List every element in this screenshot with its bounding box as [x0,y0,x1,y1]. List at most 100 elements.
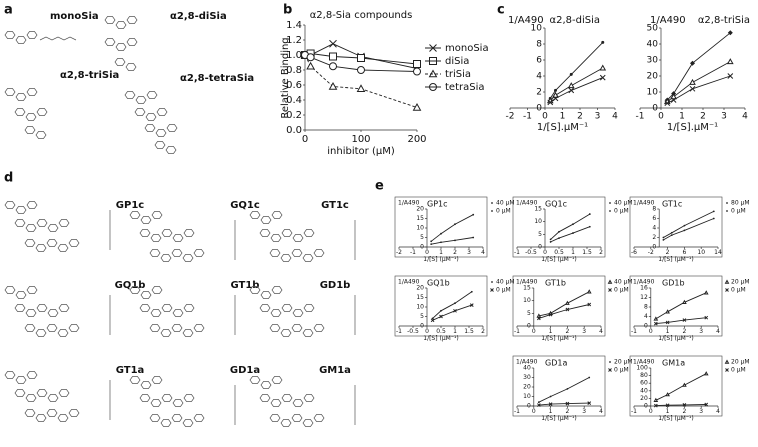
x-tick-label: 2 [682,328,686,335]
x-tick-label: 2 [700,112,706,122]
plot-frame [512,355,606,417]
x-tick-label: -1 [514,328,520,335]
marker [413,67,421,76]
structure-ring [193,414,205,422]
legend-label: 0 μM [496,287,511,294]
marker [357,66,365,74]
x-tick-label: 2 [481,328,485,335]
x-tick-label: 3 [595,112,601,122]
series-line [432,304,472,321]
structure-ring [281,229,293,237]
structure-ring [165,146,177,154]
series-line [666,32,731,101]
marker [454,223,456,226]
structure-ring [15,376,27,384]
x-tick-label: 6 [682,249,686,256]
marker [727,73,734,79]
y-tick-label: 20 [523,384,531,391]
y-axis-label: 1/A490 [633,279,655,286]
x-tick-label: 0 [425,328,429,335]
plot-frame [629,196,723,258]
structure-ring [155,129,167,137]
structure-ring [144,124,156,132]
y-axis-label: 1/A490 [398,279,420,286]
structure-ring [25,309,37,317]
x-tick-label: -1 [514,408,520,415]
structure-ring [313,414,325,422]
marker [440,309,442,312]
x-tick-label: -1 [410,249,416,256]
x-axis-label: 1/[S] (μM⁻¹) [423,256,458,263]
x-tick-label: -1 [636,112,645,122]
marker [547,99,554,106]
structure-ring [68,409,80,417]
chart-title: GT1c [662,200,682,209]
x-axis-label: 1/[S].μM⁻¹ [537,122,588,133]
y-tick-label: 0.0 [286,125,302,136]
structure-ring [259,394,271,402]
structure-ring [134,108,146,116]
x-tick-label: 1 [453,328,457,335]
y-tick-label: 1.4 [286,20,302,31]
x-tick-label: 200 [407,134,426,145]
marker [329,39,337,48]
structure-ring [160,254,172,262]
marker [703,371,709,376]
structure-ring [171,249,183,257]
x-tick-label: 0 [302,134,308,145]
marker [549,241,552,243]
x-tick-label: -1 [631,408,637,415]
x-tick-label: 2 [599,249,603,256]
series-line [655,404,707,407]
structure-ring [313,249,325,257]
x-tick-label: 4 [716,408,720,415]
y-axis-label: 1/A490 [516,279,538,286]
x-tick-label: 0 [532,328,536,335]
x-tick-label: 1 [666,328,670,335]
structure-ring [281,304,293,312]
marker [662,236,665,239]
chart-title: GP1c [427,200,448,209]
structure-ring [57,244,69,252]
marker [588,225,591,228]
marker [609,210,611,212]
structure-ring [172,399,184,407]
structure-ring [303,304,315,312]
y-tick-label: 15 [416,215,424,222]
y-tick-label: 8 [652,206,656,213]
structure-ring [182,329,194,337]
chain [39,36,77,41]
structure-ring [183,304,195,312]
marker [726,210,728,212]
structure-ring [58,389,70,397]
y-tick-label: 8 [644,304,648,311]
x-tick-label: 0 [542,112,548,122]
legend-label: 0 μM [614,367,629,374]
x-axis-label: 1/[S].μM⁻¹ [667,122,718,133]
structure-ring [4,286,16,294]
structure-name: GT1b [231,280,260,291]
x-tick-label: 0 [532,408,536,415]
y-tick-label: 4 [536,72,542,82]
structure-ring [129,286,141,294]
marker [565,300,570,305]
marker [662,238,665,241]
structure-ring [183,229,195,237]
structure-ring [4,371,16,379]
y-tick-label: 10 [534,218,542,225]
structure-ring [68,239,80,247]
marker [453,308,457,313]
x-tick-label: 2 [577,112,583,122]
marker [670,231,673,234]
chart-title: GQ1c [545,200,567,209]
structure-ring [15,206,27,214]
structure-ring [35,244,47,252]
structure-ring [25,224,37,232]
y-tick-label: 0 [536,104,542,114]
y-tick-label: 16 [640,285,648,292]
y-tick-label: 30 [647,56,659,66]
structure-ring [26,371,38,379]
structure-ring [161,394,173,402]
y-tick-label: 0 [644,323,648,330]
